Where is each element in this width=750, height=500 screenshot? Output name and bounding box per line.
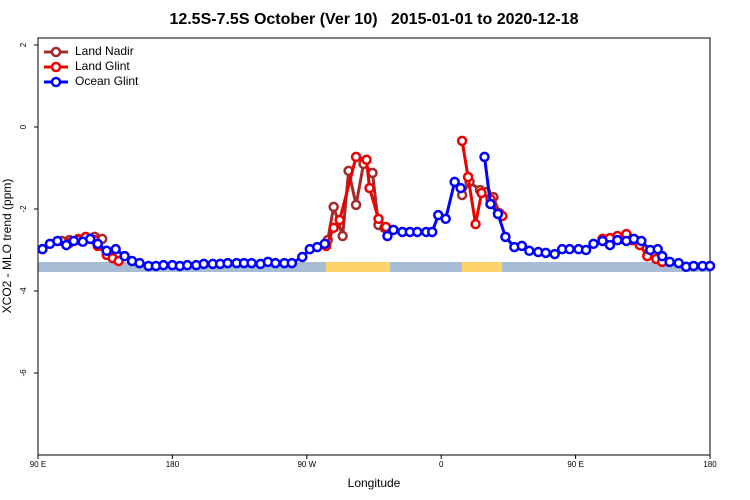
data-point: [37, 243, 48, 255]
data-point: [198, 258, 210, 270]
legend-label: Land Glint: [75, 59, 130, 73]
data-point: [564, 243, 575, 255]
data-point: [350, 199, 362, 211]
data-point: [664, 256, 675, 268]
data-point: [540, 247, 551, 259]
legend-swatch-marker: [50, 61, 62, 73]
y-tick-label: 0: [19, 124, 28, 129]
data-point: [319, 238, 330, 250]
x-tick-label: 90 E: [30, 460, 46, 469]
data-point: [455, 182, 466, 194]
data-point: [334, 214, 345, 226]
data-point: [704, 260, 716, 272]
data-point: [485, 198, 496, 210]
data-point: [412, 226, 423, 238]
data-point: [476, 187, 487, 199]
legend-swatch-marker: [50, 46, 62, 58]
data-point: [328, 201, 339, 213]
data-point: [456, 135, 468, 147]
data-point: [297, 251, 308, 263]
data-point: [134, 257, 145, 269]
y-tick-label: 2: [19, 42, 28, 47]
y-tick-label: -2: [19, 205, 28, 213]
data-point: [388, 224, 399, 236]
y-tick-label: -4: [19, 287, 28, 295]
data-point: [337, 230, 348, 242]
land-mask: [38, 262, 710, 272]
data-point: [270, 257, 281, 269]
data-point: [549, 248, 560, 260]
data-point: [364, 182, 375, 194]
data-point: [597, 235, 608, 247]
data-point: [92, 238, 103, 250]
data-point: [61, 239, 72, 251]
legend-label: Land Nadir: [75, 44, 134, 58]
data-point: [350, 151, 362, 163]
data-point: [119, 250, 130, 262]
data-point: [524, 245, 535, 257]
data-point: [652, 243, 663, 255]
x-axis-title: Longitude: [348, 476, 401, 490]
legend-swatch-marker: [50, 76, 62, 88]
data-point: [580, 244, 592, 256]
data-point: [246, 257, 257, 269]
data-point: [286, 257, 298, 269]
data-point: [612, 234, 623, 246]
data-point: [688, 260, 699, 272]
data-point: [440, 213, 451, 225]
y-tick-label: -6: [19, 369, 28, 377]
data-point: [373, 213, 384, 225]
data-point: [492, 208, 504, 220]
data-point: [636, 235, 647, 247]
data-point: [101, 245, 112, 257]
land-strip: [462, 262, 502, 272]
series: [37, 151, 716, 273]
data-point: [449, 176, 460, 188]
data-point: [656, 250, 668, 262]
data-point: [85, 233, 96, 245]
x-tick-label: 180: [166, 460, 180, 469]
data-point: [110, 243, 121, 255]
data-point: [222, 257, 233, 269]
data-point: [182, 259, 193, 271]
x-tick-label: 180: [703, 460, 717, 469]
data-point: [604, 239, 616, 251]
legend-label: Ocean Glint: [75, 74, 139, 88]
x-tick-label: 0: [439, 460, 444, 469]
x-tick-label: 90 E: [567, 460, 583, 469]
data-point: [462, 171, 474, 183]
data-point: [158, 259, 169, 271]
y-axis-title: XCO2 - MLO trend (ppm): [0, 179, 14, 314]
data-point: [479, 151, 490, 163]
land-strip: [326, 262, 390, 272]
chart-title: 12.5S-7.5S October (Ver 10) 2015-01-01 t…: [169, 11, 578, 28]
data-point: [52, 235, 63, 247]
data-point: [516, 240, 528, 252]
data-point: [588, 238, 599, 250]
data-point: [500, 231, 511, 243]
data-point: [426, 226, 438, 238]
data-point: [361, 154, 372, 166]
data-point: [328, 222, 339, 234]
x-tick-label: 90 W: [297, 460, 316, 469]
data-point: [470, 218, 481, 230]
data-point: [68, 235, 80, 247]
data-point: [382, 230, 393, 242]
